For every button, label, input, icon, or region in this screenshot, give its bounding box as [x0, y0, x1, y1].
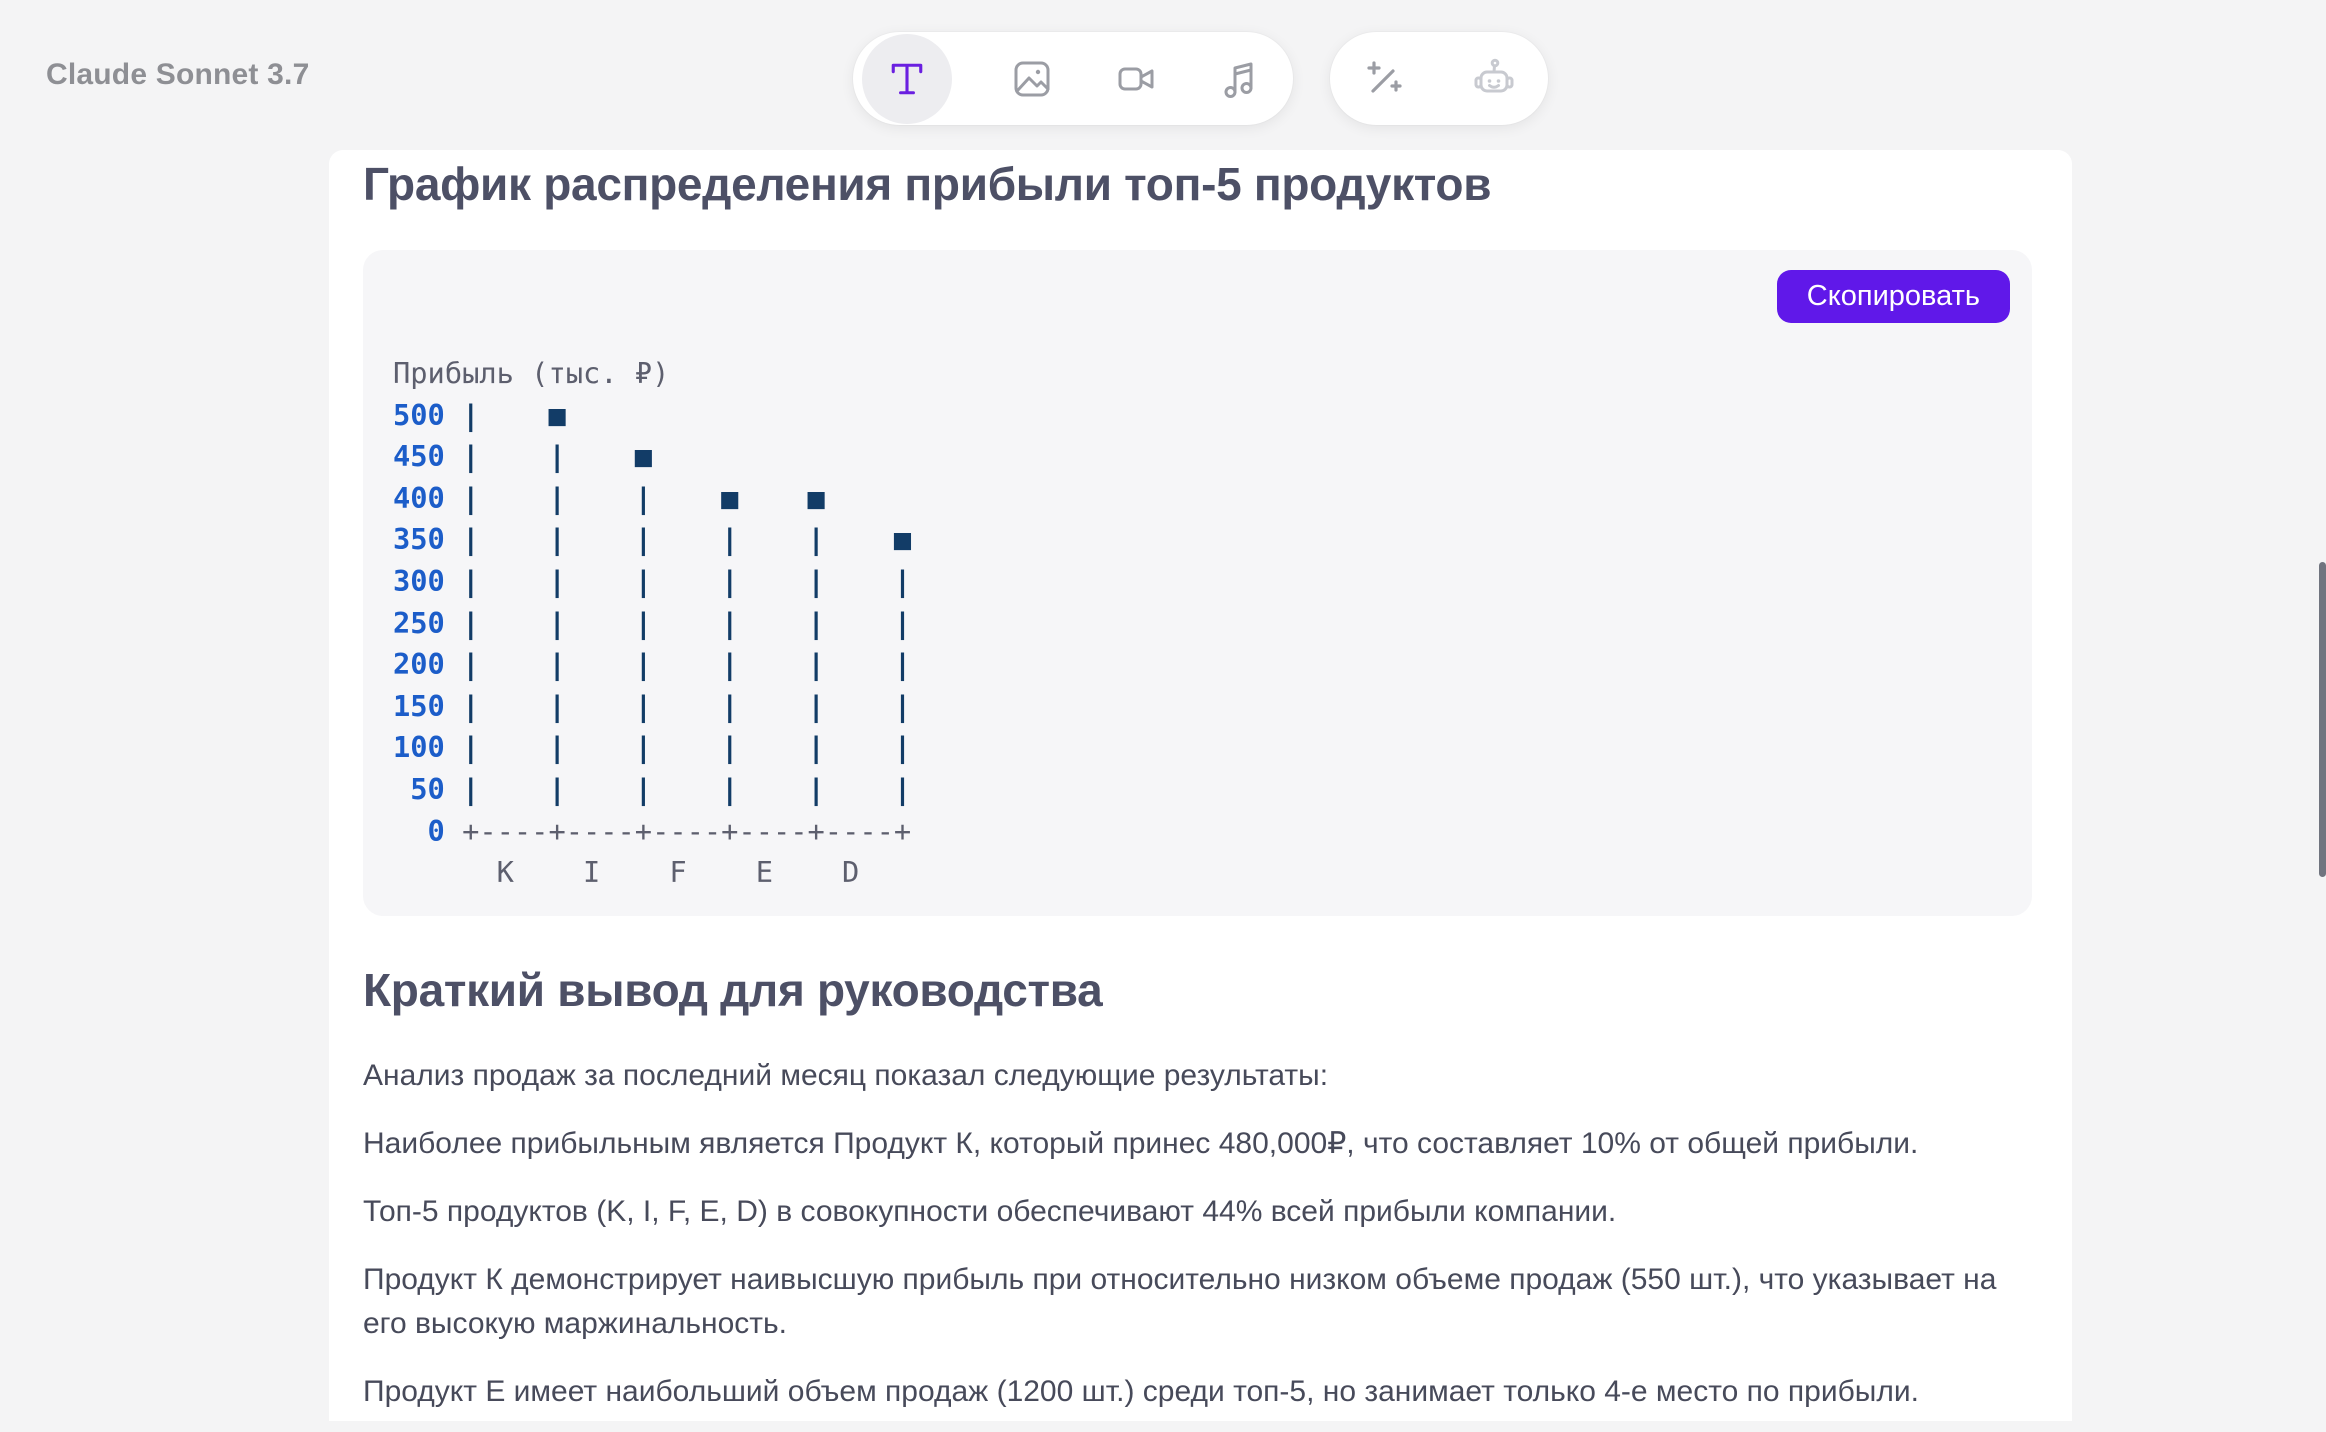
text-icon[interactable]: [862, 33, 952, 124]
wand-icon[interactable]: [1360, 55, 1408, 103]
response-card: График распределения прибыли топ-5 проду…: [329, 150, 2072, 1421]
chart-heading: График распределения прибыли топ-5 проду…: [363, 158, 1492, 210]
ai-tools-toolbar: [1330, 32, 1548, 125]
image-icon[interactable]: [1008, 55, 1056, 103]
chart-code-block: Скопировать Прибыль (тыс. ₽) 500 | ■ 450 |…: [363, 250, 2032, 916]
summary-paragraphs: Анализ продаж за последний месяц показал…: [363, 1054, 2032, 1414]
ascii-chart: Прибыль (тыс. ₽) 500 | ■ 450 | | ■ 400 | | …: [393, 353, 2010, 894]
ascii-chart-row: 50 | | | | | |: [393, 771, 912, 806]
ascii-chart-row: Прибыль (тыс. ₽): [393, 356, 670, 390]
paragraph: Продукт E имеет наибольший объем продаж …: [363, 1374, 1919, 1408]
ascii-chart-row: 0 +----+----+----+----+----+: [393, 813, 912, 848]
summary-heading: Краткий вывод для руководства: [363, 963, 1103, 1016]
ascii-chart-row: 100 | | | | | |: [393, 730, 912, 765]
copy-button[interactable]: Скопировать: [1776, 270, 2010, 323]
ascii-chart-row: 200 | | | | | |: [393, 647, 912, 682]
paragraph: Топ-5 продуктов (K, I, F, E, D) в совоку…: [363, 1194, 1617, 1228]
ascii-chart-row: 300 | | | | | |: [393, 563, 912, 598]
video-icon[interactable]: [1112, 55, 1160, 103]
ascii-chart-row: K I F E D: [393, 855, 860, 890]
model-label: Claude Sonnet 3.7: [46, 58, 310, 91]
robot-icon[interactable]: [1470, 55, 1518, 103]
ascii-chart-row: 350 | | | | | ■: [393, 522, 912, 557]
paragraph: Продукт К демонстрирует наивысшую прибыл…: [363, 1262, 1997, 1340]
ascii-chart-row: 250 | | | | | |: [393, 605, 912, 640]
ascii-chart-row: 450 | | ■: [393, 439, 653, 474]
paragraph: Анализ продаж за последний месяц показал…: [363, 1058, 1329, 1092]
ascii-chart-row: 400 | | | ■ ■: [393, 480, 825, 515]
ascii-chart-row: 150 | | | | | |: [393, 688, 912, 723]
scrollbar-thumb[interactable]: [2319, 562, 2326, 877]
music-icon[interactable]: [1216, 55, 1264, 103]
ascii-chart-row: 500 | ■: [393, 397, 566, 432]
paragraph: Наиболее прибыльным является Продукт К, …: [363, 1126, 1919, 1160]
media-type-toolbar: [853, 32, 1293, 125]
